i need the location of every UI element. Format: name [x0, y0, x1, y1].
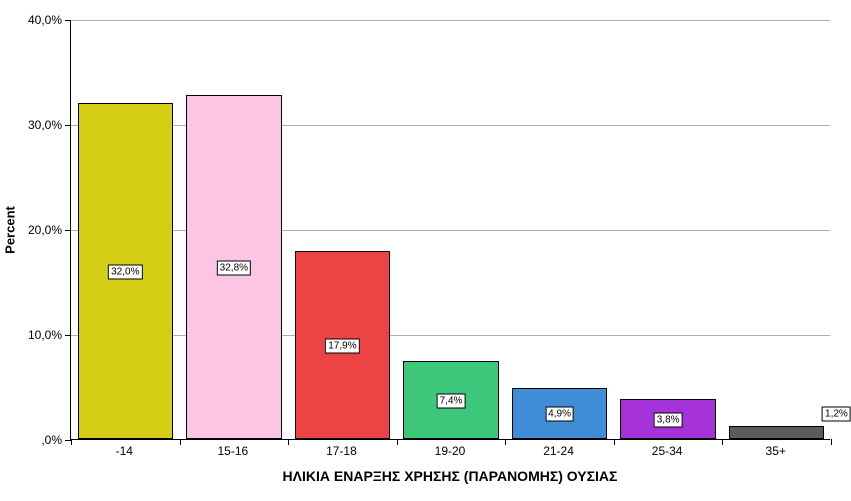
bar-value-label: 17,9%	[325, 339, 359, 354]
y-axis-title: Percent	[3, 206, 18, 254]
y-tick-mark	[65, 335, 71, 336]
x-tick-mark	[831, 439, 832, 445]
bar-value-label: 3,8%	[654, 413, 683, 428]
y-tick-label: ,0%	[41, 433, 62, 447]
x-tick-mark	[614, 439, 615, 445]
x-tick-label: -14	[116, 444, 133, 458]
x-tick-mark	[288, 439, 289, 445]
y-tick-label: 10,0%	[28, 328, 62, 342]
grid-line	[71, 230, 830, 231]
y-tick-label: 40,0%	[28, 13, 62, 27]
x-tick-label: 15-16	[217, 444, 248, 458]
bar-chart: 32,0% 32,8% 17,9% 7,4% 4,9% 3,8% 1,2% ,0% 10,0%…	[0, 0, 851, 501]
x-tick-mark	[722, 439, 723, 445]
x-tick-label: 21-24	[543, 444, 574, 458]
x-tick-mark	[505, 439, 506, 445]
bar-value-label: 4,9%	[545, 407, 574, 422]
bar-value-label: 1,2%	[822, 406, 851, 421]
bar-value-label: 32,0%	[108, 265, 142, 280]
grid-line	[71, 20, 830, 21]
plot-area: 32,0%32,8%17,9%7,4%4,9%3,8%1,2%	[70, 20, 830, 440]
x-axis-title: ΗΛΙΚΙΑ ΕΝΑΡΞΗΣ ΧΡΗΣΗΣ (ΠΑΡΑΝΟΜΗΣ) ΟΥΣΙΑΣ	[70, 468, 830, 484]
x-tick-mark	[397, 439, 398, 445]
grid-line	[71, 335, 830, 336]
y-tick-label: 30,0%	[28, 118, 62, 132]
x-tick-label: 17-18	[326, 444, 357, 458]
grid-line	[71, 125, 830, 126]
bar-value-label: 32,8%	[217, 260, 251, 275]
x-tick-mark	[71, 439, 72, 445]
x-tick-label: 35+	[766, 444, 786, 458]
x-tick-mark	[180, 439, 181, 445]
y-tick-mark	[65, 230, 71, 231]
y-tick-mark	[65, 125, 71, 126]
bar	[729, 426, 825, 439]
y-tick-mark	[65, 20, 71, 21]
bar-value-label: 7,4%	[437, 394, 466, 409]
x-tick-label: 25-34	[652, 444, 683, 458]
y-tick-label: 20,0%	[28, 223, 62, 237]
x-tick-label: 19-20	[435, 444, 466, 458]
